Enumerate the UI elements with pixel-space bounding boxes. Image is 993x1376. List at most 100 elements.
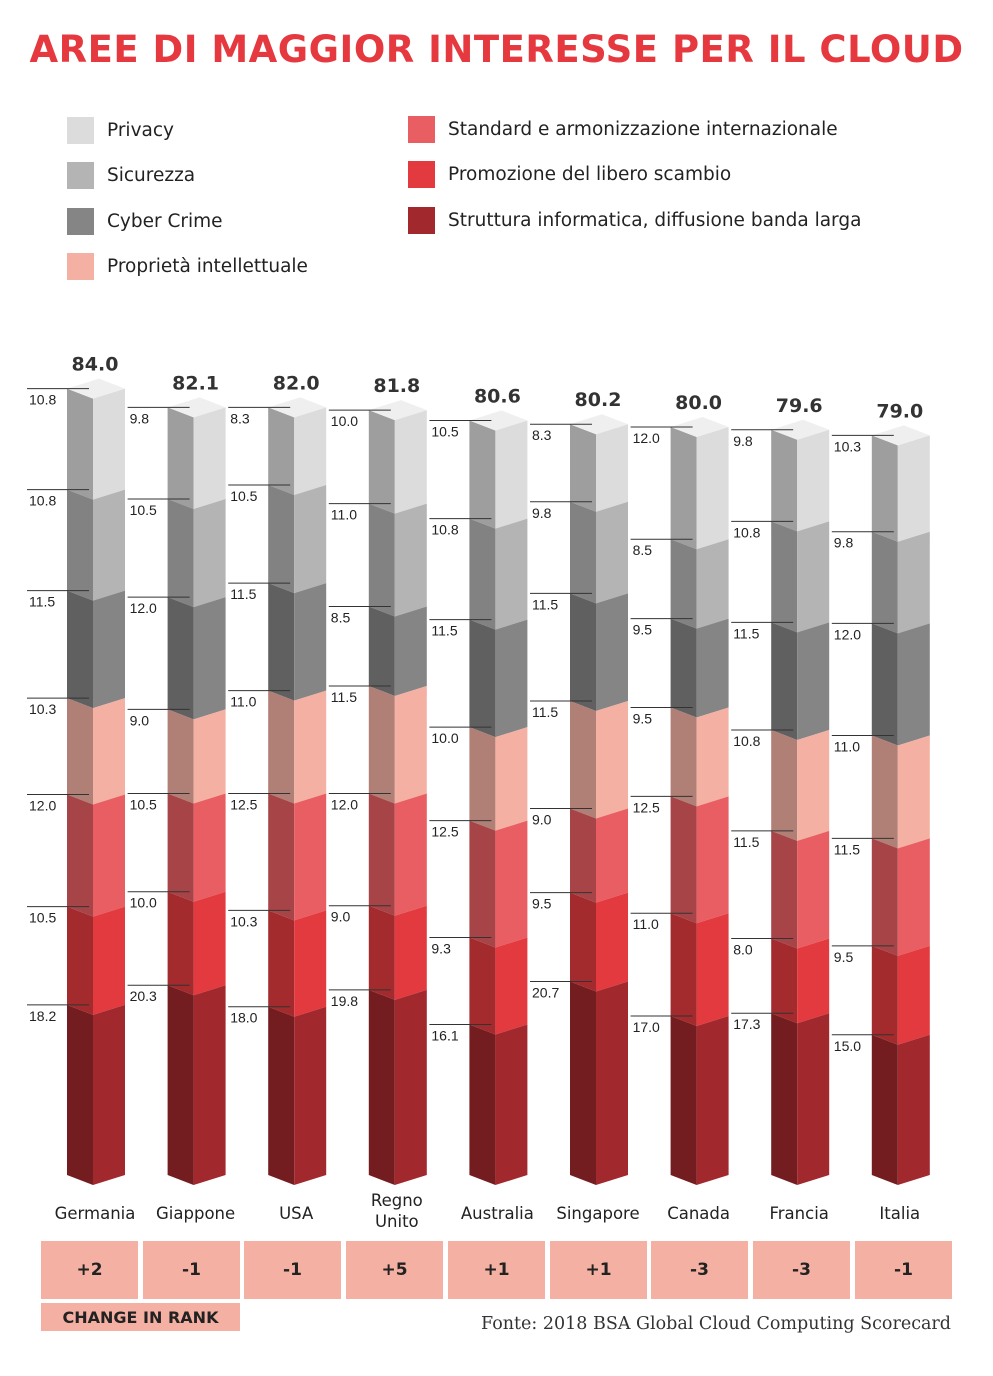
bar-segment — [696, 913, 729, 1027]
bar-top-cap — [268, 397, 327, 418]
bar-segment-side — [167, 597, 194, 720]
bar-segment — [294, 910, 327, 1017]
bar-segment — [495, 1024, 528, 1185]
change-in-rank-row: +2 -1 -1 +5 +1 +1 -3 -3 -1 — [41, 1241, 953, 1299]
bar-segment-side — [368, 793, 395, 916]
bar-segment — [294, 690, 327, 804]
segment-value-label: 10.8 — [733, 524, 760, 540]
change-in-rank-value: -1 — [244, 1241, 341, 1299]
bar-segment — [797, 729, 830, 841]
bar-segment-side — [368, 410, 395, 514]
category-label: Australia — [461, 1204, 534, 1223]
bar-segment-side — [771, 1013, 798, 1185]
bar-segment-side — [771, 521, 798, 633]
bar-segment-side — [268, 407, 295, 495]
category-label: USA — [279, 1204, 314, 1223]
bar-segment — [596, 424, 628, 512]
bar-segment — [596, 892, 628, 992]
segment-value-label: 11.5 — [230, 586, 256, 602]
segment-value-label: 12.5 — [431, 824, 458, 840]
segment-value-label: 9.8 — [733, 433, 753, 449]
bar-segment-side — [268, 793, 295, 921]
category-label: Francia — [769, 1204, 828, 1223]
segment-value-label: 9.5 — [532, 896, 552, 912]
bar-total-label: 80.0 — [675, 392, 722, 414]
category-label: Italia — [879, 1204, 920, 1223]
bar-segment — [394, 905, 427, 1000]
bar-segment-side — [570, 892, 596, 992]
bar-segment-side — [871, 623, 898, 746]
bar-total-label: 80.6 — [474, 385, 521, 407]
segment-value-label: 9.5 — [633, 711, 653, 727]
bar-segment-side — [871, 838, 898, 956]
bar-segment — [495, 820, 528, 948]
bar-segment-side — [469, 727, 496, 831]
bar-group: 10.5 10.8 11.5 10.0 12.5 9.3 16.1 80.6 Australia — [429, 385, 534, 1223]
segment-value-label: 20.3 — [130, 988, 157, 1004]
bar-segment — [93, 698, 125, 805]
bar-segment-side — [368, 503, 395, 617]
bar-segment — [394, 606, 427, 696]
bar-segment-side — [670, 539, 697, 629]
segment-value-label: 12.0 — [29, 797, 56, 813]
bar-total-label: 79.6 — [776, 395, 823, 417]
category-label: Germania — [55, 1204, 136, 1223]
bar-segment-side — [871, 735, 898, 849]
bar-group: 10.8 10.8 11.5 10.3 12.0 10.5 18.2 84.0 Germania — [27, 354, 135, 1223]
bar-segment — [696, 1016, 729, 1185]
segment-value-label: 12.0 — [834, 626, 861, 642]
bar-segment-side — [167, 498, 194, 608]
bar-segment — [93, 388, 125, 500]
bar-segment — [897, 531, 930, 634]
bar-segment — [897, 945, 930, 1045]
bar-segment-side — [670, 707, 697, 807]
bar-top-cap — [368, 400, 427, 421]
bar-total-label: 84.0 — [72, 354, 119, 376]
segment-value-label: 18.2 — [29, 1008, 56, 1024]
bar-segment — [596, 700, 628, 819]
bar-segment-side — [167, 407, 194, 509]
bar-top-cap — [167, 397, 226, 418]
bar-segment — [596, 501, 628, 604]
segment-value-label: 10.8 — [29, 392, 56, 408]
bar-segment-side — [167, 709, 194, 804]
bar-segment — [193, 793, 226, 902]
bar-segment-side — [469, 1024, 496, 1185]
bar-segment — [193, 407, 226, 509]
segment-value-label: 8.5 — [331, 610, 351, 626]
bar-segment-side — [469, 820, 496, 948]
bar-segment-side — [670, 796, 697, 924]
bar-segment — [596, 808, 628, 903]
bar-segment-side — [570, 700, 596, 819]
bar-segment-side — [670, 427, 697, 550]
bar-top-cap — [670, 417, 729, 437]
bar-total-label: 82.0 — [273, 372, 320, 394]
bar-segment — [797, 622, 830, 740]
bar-group: 9.8 10.8 11.5 10.8 11.5 8.0 17.3 79.6 Francia — [731, 395, 830, 1223]
segment-value-label: 11.0 — [331, 507, 357, 523]
bar-segment — [696, 427, 729, 550]
bar-total-label: 81.8 — [373, 375, 420, 397]
change-in-rank-value: +1 — [550, 1241, 647, 1299]
segment-value-label: 20.7 — [532, 984, 559, 1000]
bar-segment-side — [871, 531, 898, 634]
stacked-bar-chart: 10.8 10.8 11.5 10.3 12.0 10.5 18.2 84.0 Germania… — [27, 354, 930, 1231]
bar-segment-side — [368, 606, 395, 696]
bar-segment — [193, 985, 226, 1185]
segment-value-label: 11.5 — [532, 704, 558, 720]
bar-segment — [596, 593, 628, 711]
bar-segment — [797, 429, 830, 532]
bar-segment-side — [268, 690, 295, 804]
bar-group: 8.3 9.8 11.5 11.5 9.0 9.5 20.7 80.2 Singapore — [530, 389, 640, 1223]
bar-segment — [294, 1006, 327, 1185]
category-label: Giappone — [156, 1204, 235, 1223]
bar-segment-side — [469, 619, 496, 738]
segment-value-label: 9.8 — [532, 505, 552, 521]
bar-segment — [394, 793, 427, 916]
bar-segment — [93, 590, 125, 709]
bar-segment-side — [771, 938, 798, 1024]
bar-segment — [797, 830, 830, 949]
bar-total-label: 82.1 — [172, 372, 219, 394]
bar-segment-side — [871, 1034, 898, 1185]
bar-segment — [897, 435, 930, 542]
